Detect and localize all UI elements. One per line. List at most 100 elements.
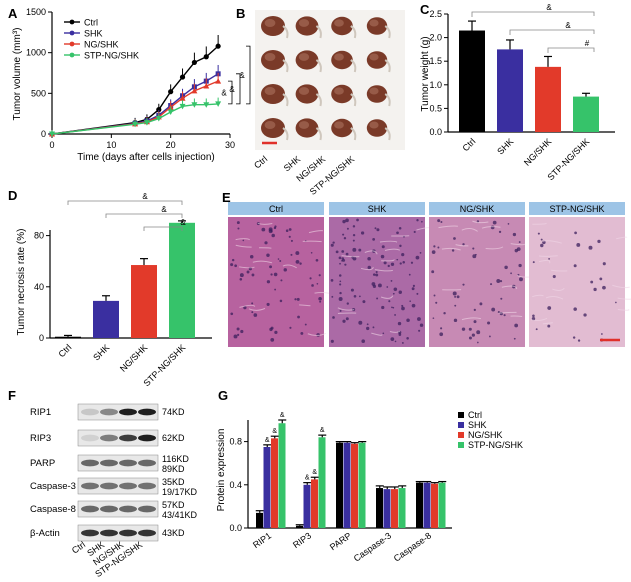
a-legend-label: SHK (84, 29, 103, 39)
e-tissue-image-0 (228, 217, 324, 347)
e-nucleus (315, 258, 319, 262)
e-nucleus (242, 239, 245, 242)
e-nucleus (602, 262, 606, 266)
e-fiber (542, 240, 562, 244)
e-nucleus (239, 273, 244, 278)
e-nucleus (462, 283, 465, 286)
g-legend-label: Ctrl (468, 410, 482, 420)
g-bar (256, 512, 263, 528)
e-nucleus (386, 286, 389, 288)
e-nucleus (548, 258, 550, 260)
c-sig-mark: & (565, 21, 571, 30)
e-nucleus (273, 272, 278, 277)
e-nucleus (540, 243, 544, 248)
e-nucleus (532, 314, 535, 318)
e-nucleus (318, 296, 322, 301)
f-band (81, 529, 99, 537)
e-nucleus (531, 317, 536, 321)
e-nucleus (372, 238, 376, 241)
e-nucleus (399, 244, 402, 248)
d-bar-2 (131, 265, 157, 338)
e-nucleus (339, 283, 342, 286)
e-nucleus (342, 219, 346, 224)
e-fiber (510, 243, 526, 246)
b-group-label: SHK (282, 154, 303, 174)
a-point (179, 74, 186, 80)
b-tumor-highlight (264, 53, 276, 61)
e-tissue-image-2 (429, 217, 525, 347)
f-size-label: 43/41KD (162, 510, 198, 520)
g-legend-swatch (458, 412, 464, 418)
f-size-label: 43KD (162, 528, 185, 538)
e-fiber (552, 287, 565, 291)
e-fiber (374, 269, 393, 272)
e-nucleus (356, 218, 359, 222)
e-nucleus (472, 247, 475, 250)
e-nucleus (290, 239, 293, 242)
e-nucleus (376, 228, 380, 232)
e-nucleus (339, 280, 342, 283)
e-fiber (532, 294, 544, 298)
e-fiber (481, 226, 501, 229)
g-bar (271, 438, 278, 528)
panel-letter-f: F (8, 388, 16, 403)
b-tumor-highlight (264, 19, 276, 27)
e-nucleus (473, 320, 477, 324)
f-band (138, 505, 156, 513)
e-nucleus (433, 245, 436, 248)
e-fiber (364, 250, 378, 255)
e-nucleus (288, 228, 292, 231)
e-fiber (617, 309, 630, 311)
e-nucleus (500, 297, 503, 300)
f-band (138, 529, 156, 537)
e-nucleus (273, 226, 277, 230)
e-nucleus (311, 284, 314, 287)
b-tumor (331, 16, 353, 36)
e-nucleus (310, 251, 313, 254)
e-nucleus (498, 230, 502, 234)
a-y-tick-label: 0 (41, 129, 46, 139)
e-nucleus (344, 263, 347, 266)
e-fiber (307, 332, 327, 336)
e-nucleus (552, 274, 556, 279)
g-category-label: PARP (328, 530, 353, 552)
f-size-label: 62KD (162, 433, 185, 443)
d-sig-bracket (67, 200, 183, 205)
e-nucleus (332, 316, 335, 319)
c-bar-0 (459, 30, 485, 132)
d-sig-mark: & (180, 218, 186, 227)
e-nucleus (261, 227, 266, 232)
e-nucleus (547, 306, 552, 310)
g-bar (398, 488, 406, 528)
a-point (179, 95, 186, 101)
e-header-bar-1 (329, 202, 425, 215)
f-band (81, 459, 99, 467)
b-tumor-highlight (264, 87, 276, 95)
e-nucleus (289, 326, 292, 329)
b-tumor-skin (384, 25, 391, 39)
e-nucleus (297, 315, 300, 319)
c-sig-bracket (471, 11, 595, 17)
e-nucleus (335, 250, 339, 254)
e-nucleus (318, 274, 321, 277)
e-nucleus (593, 287, 597, 292)
e-nucleus (352, 233, 356, 237)
b-tumor-skin (384, 127, 391, 141)
f-size-label: 19/17KD (162, 487, 198, 497)
panel-d-necrosis-chart: 0 40 80 Tumor necrosis rate (%) Ctrl SHK NG/SH… (16, 192, 212, 388)
e-nucleus (346, 302, 349, 305)
e-nucleus (338, 297, 343, 301)
e-nucleus (299, 262, 302, 265)
e-nucleus (397, 321, 402, 326)
b-tumor-skin (282, 59, 289, 73)
e-tissue-image-1 (329, 217, 425, 347)
e-nucleus (274, 288, 277, 291)
e-nucleus (504, 265, 508, 270)
f-band (81, 408, 99, 416)
g-bar (263, 447, 271, 528)
e-nucleus (406, 336, 409, 340)
panel-letter-b: B (236, 6, 245, 21)
e-nucleus (240, 329, 244, 334)
